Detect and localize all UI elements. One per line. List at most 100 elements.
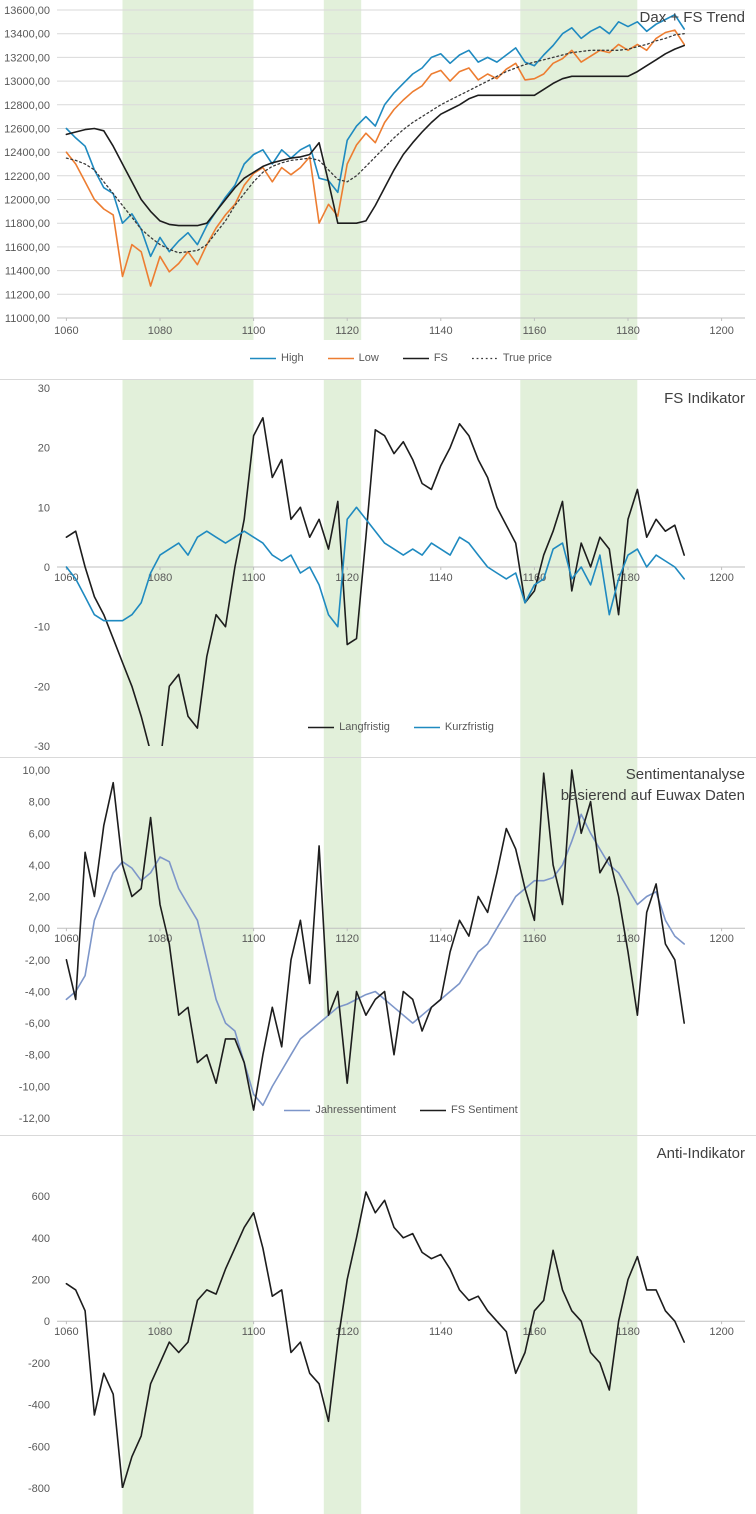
legend-label: High (281, 352, 304, 364)
x-tick-label: 1120 (335, 1326, 359, 1338)
legend-swatch-fs-sentiment (420, 1109, 447, 1111)
series-kurzfristig (65, 506, 686, 628)
panel-dax-fs-trend: 13600,00 13400,00 13200,00 13000,00 12800,00… (0, 0, 756, 379)
y-tick-label: -6,00 (25, 1018, 50, 1030)
chart-title-dax-fs-trend: Dax + FS Trend (639, 9, 745, 26)
y-tick-label: 11200,00 (5, 289, 50, 301)
legend-label: Low (358, 352, 379, 364)
series-fs-sentiment (65, 769, 686, 1111)
series-low (65, 29, 686, 287)
panel-fs-indikator: 30 20 10 0 -10 -20 -30 1060 1080 1100 1120 1140 1160… (0, 379, 756, 757)
sentimentanalyse-chart: 10,00 8,00 6,00 4,00 2,00 0,00 -2,00 -4,00 -6,00… (19, 758, 745, 1135)
legend-item-jahressentiment: Jahressentiment (284, 1104, 396, 1116)
y-tick-label: 12000,00 (4, 195, 50, 207)
y-tick-label: -8,00 (25, 1050, 50, 1062)
highlight-band (323, 1136, 362, 1514)
y-tick-label: 400 (32, 1233, 50, 1245)
y-tick-label: 13400,00 (4, 29, 50, 41)
y-tick-label: 8,00 (29, 797, 50, 809)
y-tick-label: -400 (28, 1400, 50, 1412)
x-tick-label: 1080 (148, 325, 172, 337)
legend-item-low: Low (327, 352, 379, 364)
highlight-band (520, 1136, 638, 1514)
y-tick-label: -10 (34, 622, 50, 634)
highlight-band (323, 758, 362, 1135)
y-tick-label: 200 (32, 1275, 50, 1287)
x-tick-label: 1200 (709, 325, 733, 337)
legend-item-fs: FS (402, 352, 448, 364)
y-tick-label: -600 (28, 1441, 50, 1453)
legend-label: Kurzfristig (444, 721, 494, 733)
y-tick-label: 12600,00 (4, 124, 50, 136)
x-tick-label: 1200 (709, 572, 733, 584)
y-tick-label: 11600,00 (5, 242, 50, 254)
y-tick-label: 0 (44, 1316, 50, 1328)
y-tick-label: 11000,00 (5, 313, 50, 325)
x-tick-label: 1080 (148, 572, 172, 584)
x-tick-label: 1080 (148, 933, 172, 945)
legend-swatch-low (327, 357, 354, 359)
legend-swatch-kurzfristig (413, 726, 440, 728)
x-tick-label: 1060 (54, 933, 78, 945)
y-tick-label: 13600,00 (4, 5, 50, 17)
series-langfristig (65, 416, 686, 746)
dax-fs-trend-chart: 13600,00 13400,00 13200,00 13000,00 12800,00… (4, 0, 745, 340)
y-tick-label: 0 (44, 562, 50, 574)
y-tick-label: -12,00 (19, 1113, 50, 1125)
anti-indikator-chart: 600 400 200 0 -200 -400 -600 -800 1060 1080 1100 11… (28, 1136, 745, 1514)
x-tick-label: 1120 (335, 572, 359, 584)
x-tick-label: 1100 (242, 933, 266, 945)
x-tick-label: 1160 (523, 933, 547, 945)
y-tick-label: -800 (28, 1483, 50, 1495)
y-tick-label: 30 (38, 383, 50, 395)
legend-swatch-jahressentiment (284, 1109, 311, 1111)
x-tick-label: 1140 (429, 933, 453, 945)
x-tick-label: 1140 (429, 325, 453, 337)
panel-sentimentanalyse: 10,00 8,00 6,00 4,00 2,00 0,00 -2,00 -4,00 -6,00… (0, 757, 756, 1135)
legend-label: Jahressentiment (315, 1104, 397, 1116)
x-tick-label: 1180 (616, 1326, 640, 1338)
x-tick-label: 1060 (54, 1326, 78, 1338)
highlight-band (520, 380, 638, 757)
series-jahressentiment (65, 813, 686, 1107)
chart-title-anti-indikator: Anti-Indikator (656, 1145, 745, 1162)
x-tick-label: 1060 (54, 325, 78, 337)
y-tick-label: -200 (28, 1358, 50, 1370)
y-tick-label: -30 (34, 741, 50, 753)
y-tick-label: 13200,00 (4, 52, 50, 64)
x-tick-label: 1140 (429, 572, 453, 584)
x-tick-label: 1100 (242, 1326, 266, 1338)
legend-swatch-fs (402, 357, 429, 359)
y-tick-label: 11800,00 (5, 218, 50, 230)
x-tick-label: 1200 (709, 933, 733, 945)
series-high (65, 13, 686, 258)
y-tick-label: -20 (34, 681, 50, 693)
legend-sentimentanalyse: Jahressentiment FS Sentiment (57, 1104, 745, 1116)
x-tick-label: 1120 (335, 325, 359, 337)
legend-item-true-price: True price (471, 352, 552, 364)
y-tick-label: 11400,00 (5, 266, 50, 278)
y-tick-label: 12800,00 (4, 100, 50, 112)
x-tick-label: 1200 (709, 1326, 733, 1338)
legend-fs-indikator: Langfristig Kurzfristig (57, 721, 745, 733)
x-tick-label: 1080 (148, 1326, 172, 1338)
x-tick-label: 1100 (242, 572, 266, 584)
legend-label: FS Sentiment (451, 1104, 518, 1116)
x-tick-label: 1160 (523, 325, 547, 337)
x-tick-label: 1160 (523, 572, 547, 584)
legend-swatch-high (250, 357, 276, 359)
y-tick-label: -4,00 (25, 987, 50, 999)
legend-swatch-true-price (471, 357, 498, 359)
series-fs (65, 44, 686, 227)
legend-label: FS (433, 352, 448, 364)
y-tick-label: -2,00 (25, 955, 50, 967)
legend-item-langfristig: Langfristig (308, 721, 390, 733)
x-tick-label: 1160 (523, 1326, 547, 1338)
panel-anti-indikator: 600 400 200 0 -200 -400 -600 -800 1060 1080 1100 11… (0, 1135, 756, 1514)
x-tick-label: 1100 (242, 325, 266, 337)
y-tick-label: 6,00 (29, 828, 50, 840)
y-tick-label: 0,00 (29, 923, 50, 935)
series-true-price (65, 33, 685, 254)
x-tick-label: 1180 (616, 933, 640, 945)
